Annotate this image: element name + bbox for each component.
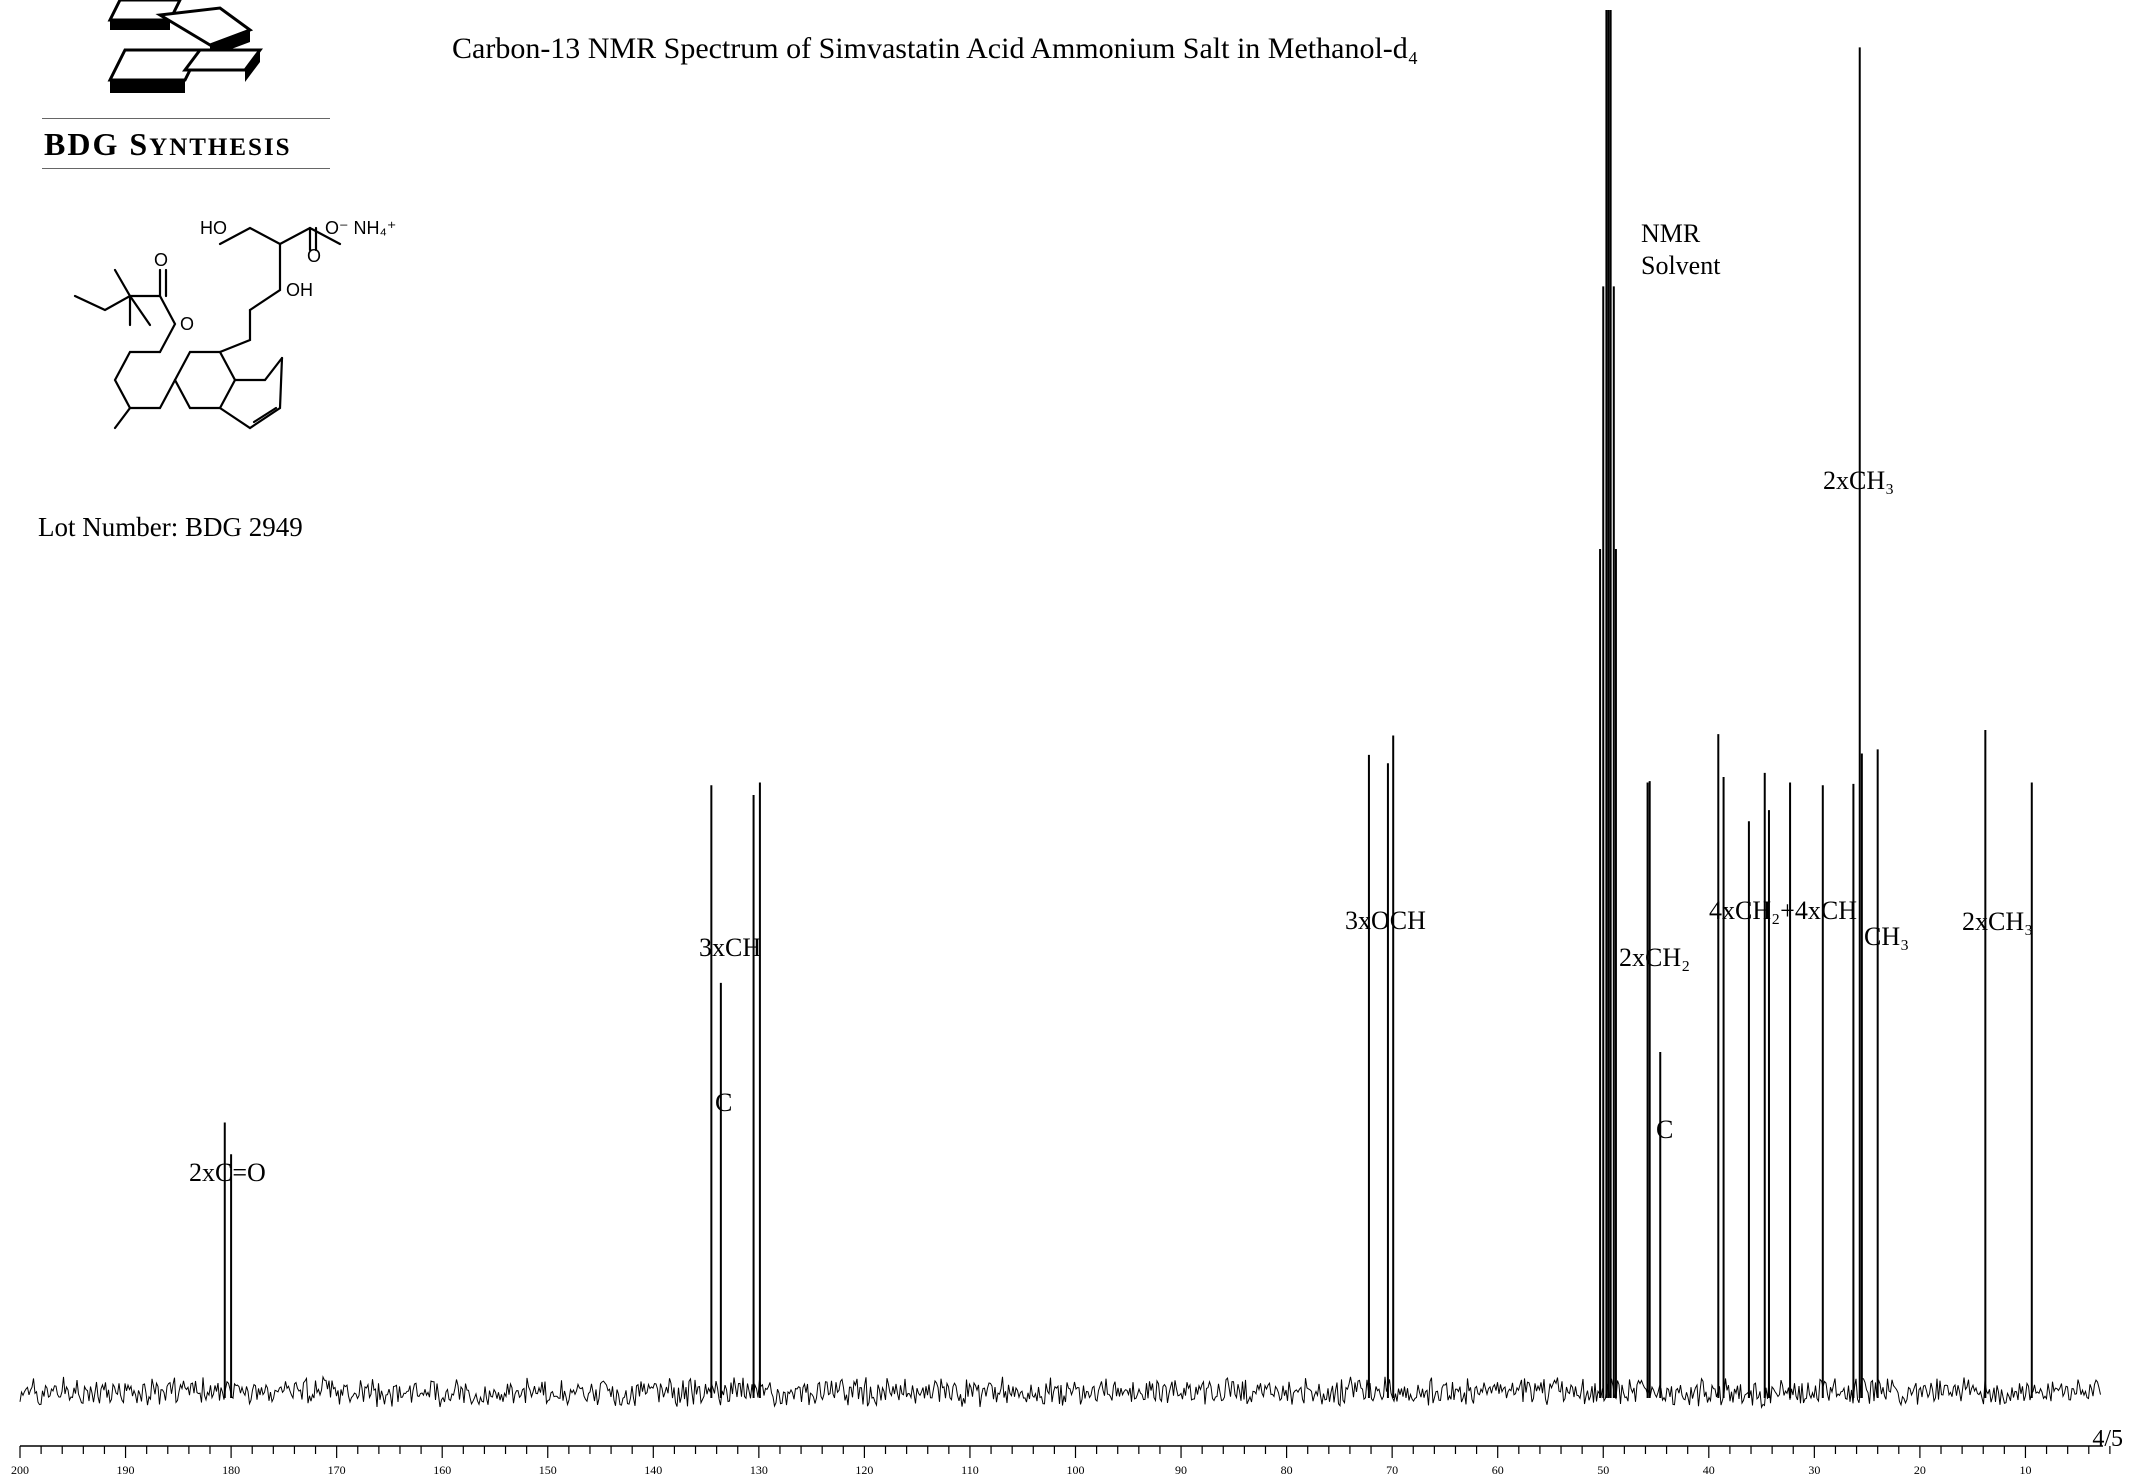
peak-lines — [223, 10, 2033, 1398]
x-tick-label: 50 — [1597, 1463, 1609, 1477]
x-tick-label: 200 — [11, 1463, 29, 1477]
x-tick-label: 180 — [222, 1463, 240, 1477]
annotation-c-aliphatic: C — [1656, 1115, 1674, 1144]
x-tick-label: 120 — [855, 1463, 873, 1477]
annotation-4xch2-4xch: 4xCH₂+4xCH — [1709, 896, 1857, 925]
x-tick-label: 40 — [1703, 1463, 1715, 1477]
x-tick-label: 130 — [750, 1463, 768, 1477]
x-tick-label: 60 — [1492, 1463, 1504, 1477]
structure-label-carboxylate: O⁻ NH₄⁺ — [325, 218, 396, 238]
brand-rule-bottom — [42, 168, 330, 169]
chart-title: Carbon-13 NMR Spectrum of Simvastatin Ac… — [452, 32, 1419, 65]
annotation-carbonyl: 2xC=O — [189, 1158, 266, 1187]
x-tick-label: 140 — [644, 1463, 662, 1477]
noise-trace — [19, 1375, 2101, 1410]
x-tick-label: 30 — [1808, 1463, 1820, 1477]
x-tick-label: 20 — [1914, 1463, 1926, 1477]
x-tick-label: 110 — [961, 1463, 979, 1477]
x-tick-label: 150 — [539, 1463, 557, 1477]
brand-rule-top — [42, 118, 330, 119]
x-tick-label: 10 — [2019, 1463, 2031, 1477]
lot-number: Lot Number: BDG 2949 — [38, 512, 303, 542]
structure-label-ether-o: O — [180, 314, 194, 334]
annotation-2xch2: 2xCH₂ — [1619, 943, 1691, 972]
brand-name: BDG SYNTHESIS — [44, 126, 292, 162]
annotation-3xch: 3xCH — [699, 933, 762, 962]
x-tick-label: 100 — [1067, 1463, 1085, 1477]
structure-label-carbonyl-o: O — [307, 246, 321, 266]
x-tick-label: 70 — [1386, 1463, 1398, 1477]
structure-label-ester-o: O — [154, 250, 168, 270]
x-tick-label: 170 — [328, 1463, 346, 1477]
annotation-3xoch: 3xOCH — [1345, 906, 1426, 935]
x-tick-label: 190 — [117, 1463, 135, 1477]
x-tick-label: 160 — [433, 1463, 451, 1477]
baseline-noise — [19, 1375, 2101, 1410]
x-axis: 200 190 180 170 160 150 140 130 120 110 100 90 80 70 6… — [11, 1445, 2111, 1477]
annotation-ch3: CH₃ — [1864, 922, 1910, 951]
bdg-logo-icon — [107, 0, 263, 93]
annotation-solvent: Solvent — [1641, 251, 1721, 280]
x-tick-label: 80 — [1281, 1463, 1293, 1477]
annotation-2xch3-low: 2xCH₃ — [1962, 907, 2034, 936]
structure-label-ho: HO — [200, 218, 227, 238]
page-number: 4/5 — [2092, 1426, 2123, 1452]
molecule-structure: HO O⁻ NH₄⁺ O OH O O — [73, 218, 396, 430]
structure-label-oh: OH — [286, 280, 313, 300]
annotation-2xch3-high: 2xCH₃ — [1823, 466, 1895, 495]
x-tick-label: 90 — [1175, 1463, 1187, 1477]
annotation-c-aromatic: C — [715, 1088, 733, 1117]
annotation-nmr: NMR — [1641, 219, 1701, 248]
